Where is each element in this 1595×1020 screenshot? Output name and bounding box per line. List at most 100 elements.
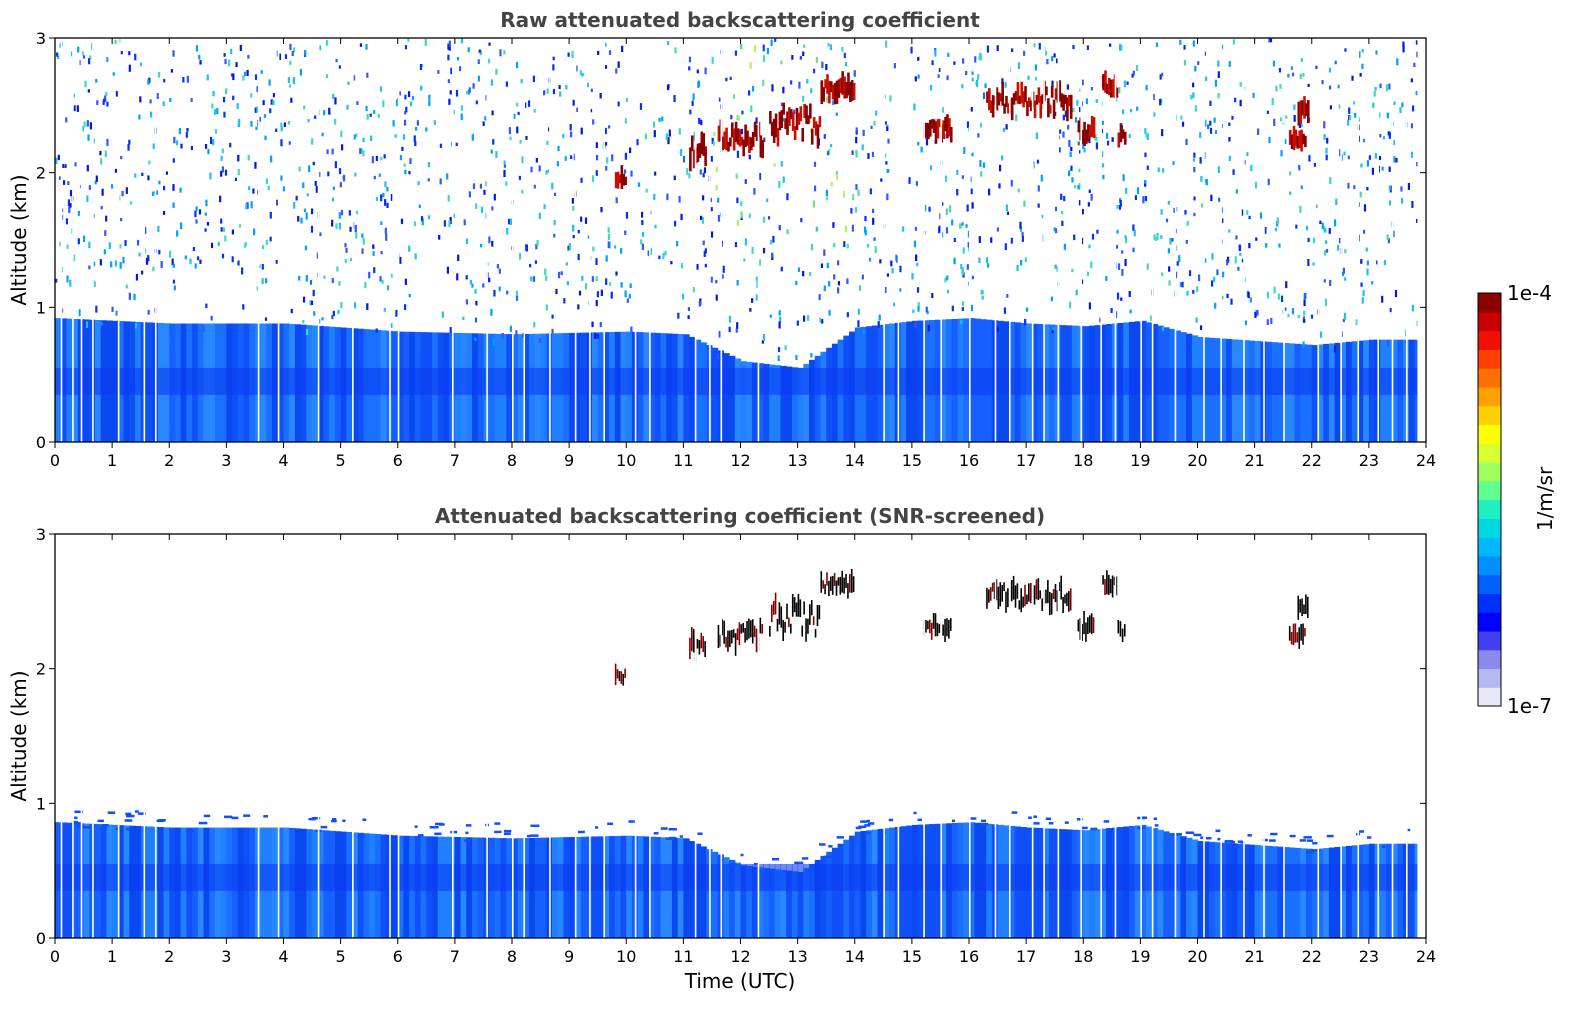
cloud-column [1003,582,1005,592]
boundary-layer-band [1368,863,1376,891]
noise-pixel [115,91,119,97]
boundary-layer-band [906,367,913,395]
noise-pixel [538,337,542,344]
speckle [465,831,469,835]
noise-pixel [1168,280,1171,286]
boundary-layer-band [1254,367,1261,395]
noise-pixel [580,216,583,222]
speckle [1405,844,1414,848]
boundary-layer-band [837,863,844,891]
cloud-column [801,625,804,637]
noise-pixel [520,79,523,84]
noise-pixel [1348,107,1351,114]
noise-pixel [392,120,395,127]
boundary-layer-band [826,863,833,891]
noise-pixel [196,256,200,261]
boundary-layer-band [911,367,919,395]
noise-pixel [409,101,413,107]
cloud-column [1029,583,1032,604]
noise-pixel [509,325,513,332]
cloud-column [936,622,939,637]
x-tick-label: 1 [107,451,117,470]
noise-pixel [211,103,214,109]
cloud-column [1117,132,1121,148]
noise-pixel [1173,207,1176,213]
noise-pixel [535,157,538,163]
noise-pixel [1232,39,1235,45]
noise-pixel [1299,73,1302,79]
boundary-layer-column [1300,848,1307,938]
boundary-layer-band [917,863,924,891]
noise-pixel [680,149,683,156]
noise-pixel [1160,209,1163,215]
cloud-column [837,79,841,98]
noise-pixel [1344,48,1347,52]
noise-pixel [458,66,462,72]
raw-backscatter-panel: Raw attenuated backscattering coefficien… [7,8,1436,470]
noise-pixel [1285,115,1288,119]
noise-pixel [927,324,930,332]
noise-pixel [961,270,964,276]
boundary-layer-band [797,367,804,395]
noise-pixel [1058,147,1061,153]
speckle [1270,832,1278,836]
cloud-column [847,583,849,599]
noise-pixel [1239,81,1242,87]
noise-pixel [985,257,989,264]
noise-pixel [769,314,772,318]
noise-pixel [790,80,793,85]
noise-pixel [716,353,720,360]
cloud-column [734,121,738,143]
cloud-column [847,72,850,96]
noise-pixel [802,51,805,56]
boundary-layer-column [763,867,770,938]
noise-pixel [427,178,430,182]
data-gap [1220,38,1222,442]
noise-pixel [740,44,743,50]
cloud-column [1111,575,1114,598]
noise-pixel [1145,84,1148,91]
noise-pixel [1155,42,1159,47]
noise-pixel [885,40,888,48]
data-gap [574,534,577,938]
noise-pixel [1060,193,1063,200]
noise-pixel [1368,155,1371,160]
boundary-layer-band [1043,863,1050,891]
noise-pixel [740,201,743,207]
cloud-column [1039,590,1042,599]
noise-pixel [653,130,656,138]
noise-pixel [384,227,387,234]
boundary-layer-band [1294,367,1301,395]
noise-pixel [407,38,410,42]
x-tick-label: 16 [959,947,979,966]
noise-pixel [1185,138,1188,146]
data-gap [1317,38,1320,442]
noise-pixel [145,257,149,265]
noise-pixel [1067,170,1071,177]
noise-pixel [256,106,259,113]
boundary-layer-band [1163,863,1170,891]
cloud-column [1087,124,1090,142]
x-tick-label: 12 [730,947,750,966]
cloud-column [692,628,695,653]
noise-pixel [239,44,242,52]
noise-pixel [1235,189,1238,194]
noise-pixel [1359,72,1362,77]
boundary-layer-band [106,367,113,395]
boundary-layer-band [723,863,730,891]
noise-pixel [546,140,549,145]
noise-pixel [704,67,707,75]
noise-pixel [169,97,172,103]
noise-pixel [749,62,752,69]
cloud-column [1300,624,1302,641]
noise-pixel [314,181,317,186]
cloud-column [995,87,999,111]
cloud-column [1296,135,1300,149]
data-gap [512,38,514,442]
x-tick-label: 3 [221,947,231,966]
noise-pixel [938,68,942,73]
noise-pixel [1248,215,1251,220]
boundary-layer-band [757,863,764,891]
noise-pixel [1199,157,1202,164]
noise-pixel [62,180,66,185]
